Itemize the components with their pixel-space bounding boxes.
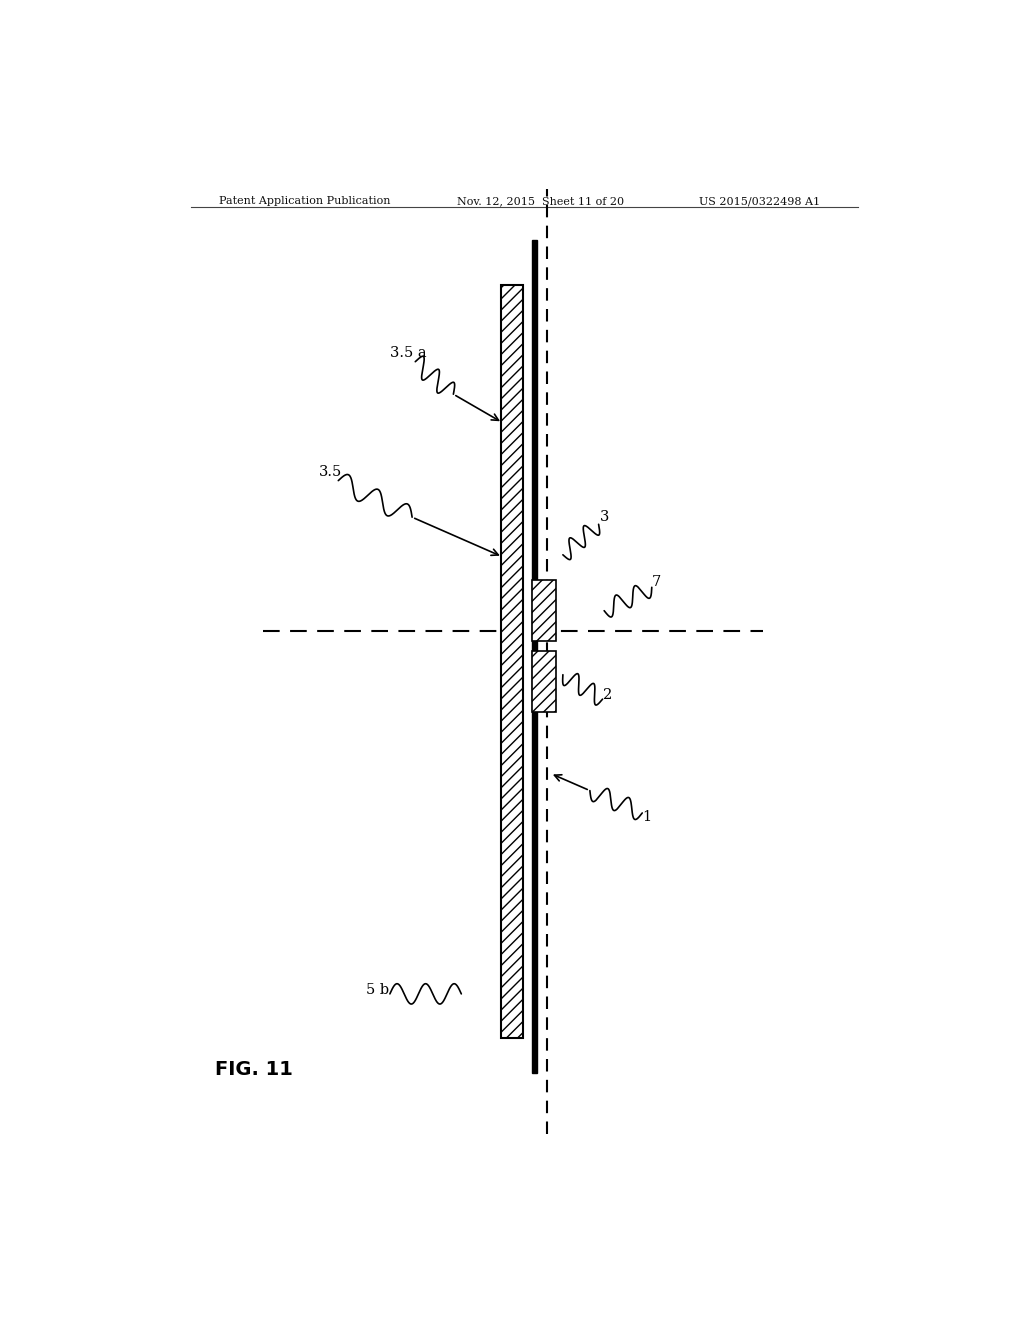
Bar: [531, 240, 537, 1073]
Text: 3: 3: [600, 511, 609, 524]
Text: 5 b: 5 b: [367, 983, 389, 997]
Text: Nov. 12, 2015  Sheet 11 of 20: Nov. 12, 2015 Sheet 11 of 20: [458, 195, 625, 206]
Text: FIG. 11: FIG. 11: [215, 1060, 293, 1080]
Text: 2: 2: [602, 688, 611, 702]
Text: 1: 1: [642, 810, 651, 824]
Text: 7: 7: [652, 576, 662, 589]
Text: 3.5 a: 3.5 a: [390, 346, 427, 359]
Text: US 2015/0322498 A1: US 2015/0322498 A1: [699, 195, 820, 206]
Bar: [531, 581, 556, 642]
Bar: [501, 285, 523, 1038]
Text: Patent Application Publication: Patent Application Publication: [219, 195, 391, 206]
Text: 3.5: 3.5: [318, 465, 342, 479]
Bar: [531, 651, 556, 713]
